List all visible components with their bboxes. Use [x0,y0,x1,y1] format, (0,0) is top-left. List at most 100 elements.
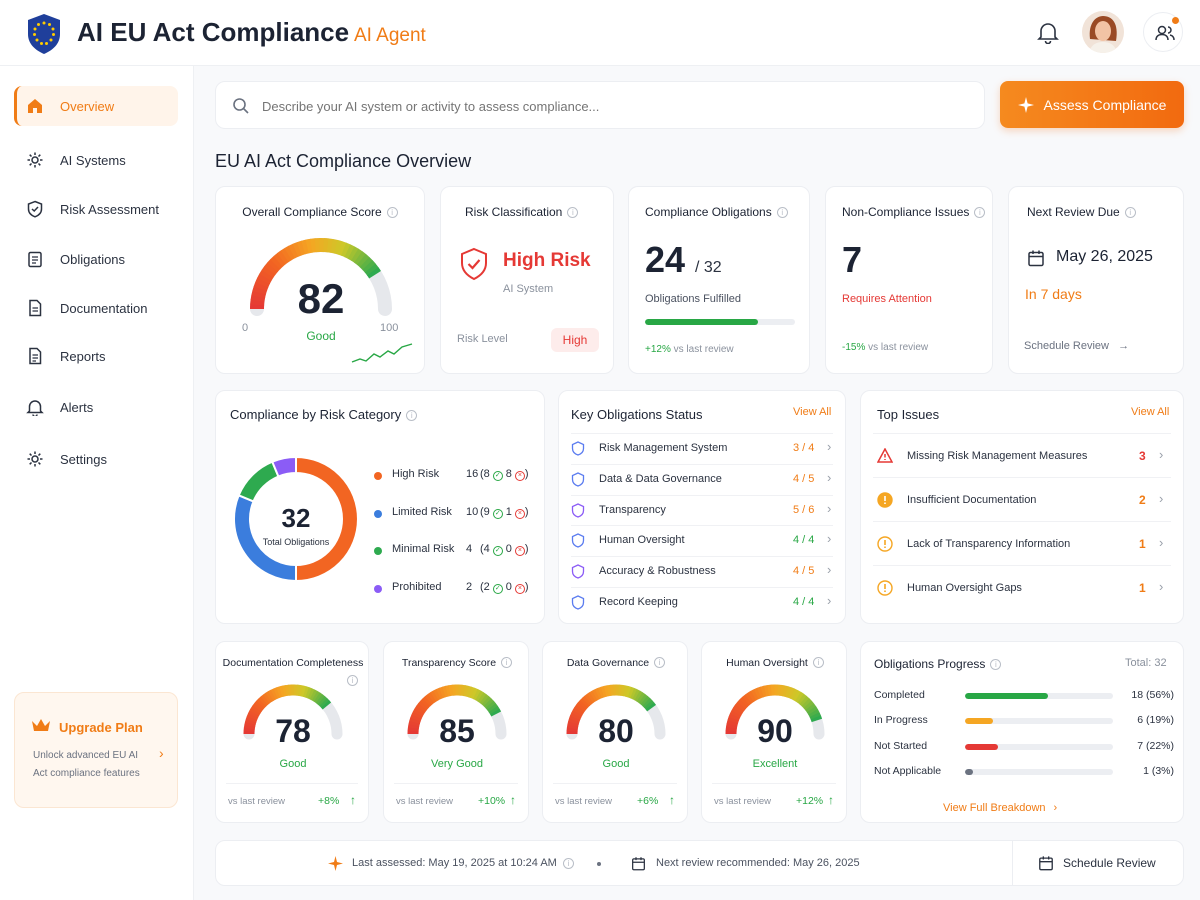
gauge-segment [483,698,494,709]
obligation-value: 5 / 6 [793,503,815,516]
obligation-row[interactable]: Human Oversight 4 / 4 › [571,531,835,553]
donut-slice-prohibited[interactable] [270,455,297,478]
sidebar-item-settings[interactable]: Settings [14,439,178,479]
sidebar-item-alerts[interactable]: Alerts [14,387,178,427]
calendar-icon [1028,250,1044,267]
progress-row: Not Started 7 (22%) [874,739,1174,755]
sidebar-item-overview[interactable]: Overview [14,86,178,126]
sidebar-item-ai-systems[interactable]: AI Systems [14,140,178,180]
gauge-segment [735,701,747,712]
issue-row[interactable]: Missing Risk Management Measures 3 › [877,446,1173,470]
gauge-segment [465,685,473,698]
upgrade-description: Unlock advanced EU AI Act compliance fea… [33,750,140,779]
gauge-segment [799,695,810,707]
person-icon [571,533,585,549]
score-value: 82 [297,275,345,322]
sidebar-item-label: Overview [60,98,115,114]
gauge-segment [296,240,306,256]
change-note: vs last review [868,342,929,353]
risk-legend-row[interactable]: Prohibited 2 (2 ✓ 0 ×) [374,580,539,598]
gauge-segment [317,696,328,707]
risk-legend-row[interactable]: Limited Risk 10 (9 ✓ 1 ×) [374,505,539,523]
obligation-value: 4 / 5 [793,472,815,485]
issue-row[interactable]: Lack of Transparency Information 1 › [877,534,1173,558]
bell-icon[interactable] [1037,20,1059,44]
view-full-breakdown-link[interactable]: View Full Breakdown › [943,802,1058,814]
legend-name: Limited Risk [392,505,452,518]
assess-button-label: Assess Compliance [1043,96,1167,113]
obligation-row[interactable]: Accuracy & Robustness 4 / 5 › [571,562,835,584]
check-shield-icon [571,564,585,579]
bad-count: 0 [505,580,512,593]
score-card-data-governance: Data Governance i 80 Good vs last review +6% ↑ [542,641,688,823]
review-date: May 26, 2025 [1056,248,1153,265]
gauge-segment [255,277,270,288]
issue-row[interactable]: Human Oversight Gaps 1 › [877,578,1173,602]
sidebar-item-obligations[interactable]: Obligations [14,239,178,279]
obligation-row[interactable]: Transparency 5 / 6 › [571,501,835,523]
gauge-segment [257,273,272,285]
card-title: Transparency Score [401,657,497,669]
gauge-segment [753,687,762,700]
arrow-up-icon: ↑ [828,793,834,807]
gauge-segment [250,705,262,714]
sidebar-item-risk-assessment[interactable]: Risk Assessment [14,189,178,229]
chevron-right-icon: › [1159,579,1164,594]
risk-legend-row[interactable]: Minimal Risk 4 (4 ✓ 0 ×) [374,542,539,560]
gauge-segment [638,693,648,705]
donut-slice-minimal-risk[interactable] [237,460,280,503]
obligation-value: 4 / 4 [793,596,815,608]
gauge-segment [470,687,479,700]
legend-color-dot [374,547,382,555]
gauge-segment [645,702,657,712]
info-icon: i [386,207,398,218]
gauge-segment [359,256,374,271]
legend-name: Minimal Risk [392,543,455,555]
schedule-review-link[interactable]: Schedule Review → [1024,340,1130,352]
issues-change: -15% [842,342,866,353]
obligation-value: 4 / 5 [793,565,815,578]
clipboard-icon [26,249,46,269]
issues-value: 7 [842,239,863,280]
sidebar-item-documentation[interactable]: Documentation [14,288,178,328]
warning-triangle-icon [877,448,893,463]
row-divider [571,525,833,527]
sidebar-item-label: Documentation [60,300,148,316]
obligation-row[interactable]: Risk Management System 3 / 4 › [571,439,835,461]
gauge-segment [481,696,492,707]
issue-name: Lack of Transparency Information [907,538,1071,550]
view-all-link[interactable]: View All [793,406,832,418]
team-button[interactable] [1143,12,1183,52]
view-all-link[interactable]: View All [1131,406,1170,418]
progress-fill [965,768,973,775]
obligation-row[interactable]: Record Keeping 4 / 4 › [571,593,835,615]
gauge-segment [779,684,786,697]
obligation-row[interactable]: Data & Data Governance 4 / 5 › [571,470,835,492]
gauge-segment [321,700,332,710]
assess-compliance-button[interactable]: Assess Compliance [1000,81,1184,128]
legend-count: 4 [466,543,473,555]
issue-row[interactable]: Insufficient Documentation 2 › [877,490,1173,514]
sidebar-item-reports[interactable]: Reports [14,336,178,376]
gauge-segment [584,693,594,705]
upgrade-plan-card[interactable]: Upgrade Plan Unlock advanced EU AI Act c… [14,692,178,808]
gauge-segment [490,708,502,717]
change-note: vs last review [396,796,454,807]
info-icon: i [1124,207,1136,218]
risk-donut-chart [233,455,359,583]
search-input[interactable] [262,94,962,118]
change-note: vs last review [228,796,286,807]
card-title: Compliance Obligations [645,205,772,219]
score-max: 100 [380,322,399,334]
gauge-segment [276,686,283,698]
home-icon [26,96,46,116]
gauge-segment [801,698,812,709]
gauge-segment [805,703,817,713]
search-bar[interactable] [215,81,985,129]
user-avatar[interactable] [1082,11,1124,53]
risk-legend-row[interactable]: High Risk 16 (8 ✓ 8 ×) [374,467,539,485]
schedule-review-button[interactable]: Schedule Review [1038,855,1156,871]
gauge-segment [806,706,819,716]
gauge-segment [792,690,802,702]
gauge-segment [574,704,586,714]
